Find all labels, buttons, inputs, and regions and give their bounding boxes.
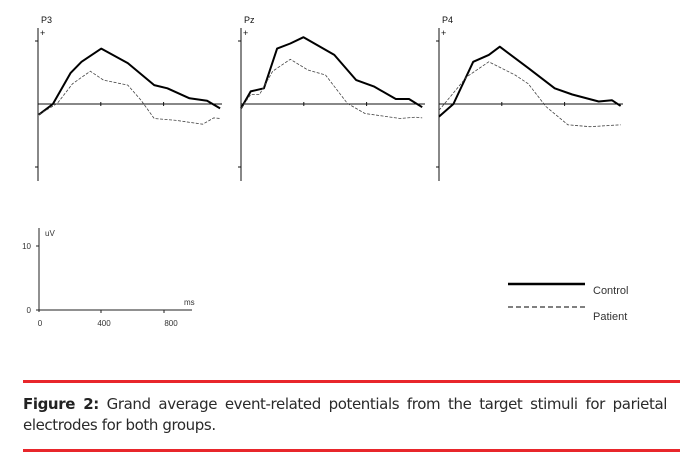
series-control-line	[438, 45, 622, 118]
legend-patient-label: Patient	[593, 311, 627, 323]
y-unit-label: uV	[45, 229, 55, 238]
y-tick-label: 10	[22, 242, 31, 251]
series-patient-line	[240, 58, 423, 119]
polarity-label: +	[441, 28, 446, 38]
figure-caption: Figure 2: Grand average event-related po…	[23, 394, 667, 436]
legend: Control Patient	[508, 282, 628, 323]
panel-p4: P4 +	[436, 15, 623, 181]
caption-bottom-rule	[23, 449, 680, 452]
figure-label: Figure 2:	[23, 395, 99, 413]
x-tick-label: 800	[164, 319, 178, 328]
x-tick-label: 400	[97, 319, 111, 328]
x-unit-label: ms	[184, 298, 195, 307]
series-control-line	[240, 36, 423, 109]
legend-control-label: Control	[593, 285, 628, 297]
y-tick-label: 0	[27, 306, 32, 315]
panel-p3: P3 +	[35, 15, 222, 181]
erp-figure: P3 + Pz + P4 + uV 10 0 ms 0 400 800 Control P…	[22, 15, 628, 328]
caption-top-rule	[23, 380, 680, 383]
polarity-label: +	[40, 28, 45, 38]
polarity-label: +	[243, 28, 248, 38]
x-tick-label: 0	[38, 319, 43, 328]
series-patient-line	[38, 70, 221, 125]
caption-text: Grand average event-related potentials f…	[23, 395, 667, 434]
scale-bar: uV 10 0 ms 0 400 800	[22, 228, 195, 328]
panel-title: Pz	[244, 15, 255, 25]
panel-title: P4	[442, 15, 453, 25]
series-patient-line	[438, 61, 621, 128]
panel-pz: Pz +	[238, 15, 425, 181]
series-control-line	[38, 47, 221, 116]
panel-title: P3	[41, 15, 52, 25]
